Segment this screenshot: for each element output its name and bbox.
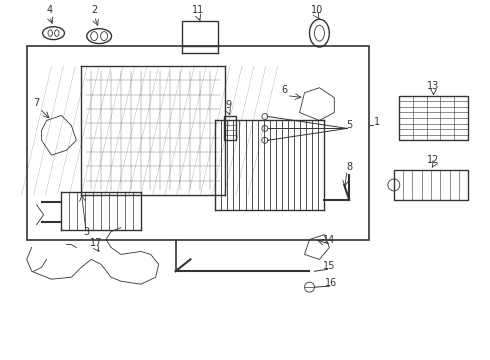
Text: 8: 8 <box>346 162 352 172</box>
Bar <box>399 96 468 140</box>
Text: 13: 13 <box>427 81 440 91</box>
Text: 2: 2 <box>91 5 98 15</box>
Bar <box>224 116 236 140</box>
Text: 15: 15 <box>323 261 336 271</box>
Text: 5: 5 <box>346 120 352 130</box>
Text: 11: 11 <box>192 5 204 15</box>
Text: 16: 16 <box>325 278 338 288</box>
Text: 14: 14 <box>323 234 336 244</box>
Bar <box>182 21 218 46</box>
Text: 1: 1 <box>374 117 380 127</box>
Text: 9: 9 <box>225 100 231 109</box>
Text: 10: 10 <box>311 5 323 15</box>
Bar <box>394 170 468 200</box>
Text: 4: 4 <box>47 5 52 15</box>
Text: 6: 6 <box>282 85 288 95</box>
Text: 7: 7 <box>33 98 40 108</box>
Text: 3: 3 <box>83 226 89 237</box>
Text: 17: 17 <box>90 238 102 248</box>
Text: 12: 12 <box>427 155 440 165</box>
Bar <box>26 46 369 239</box>
